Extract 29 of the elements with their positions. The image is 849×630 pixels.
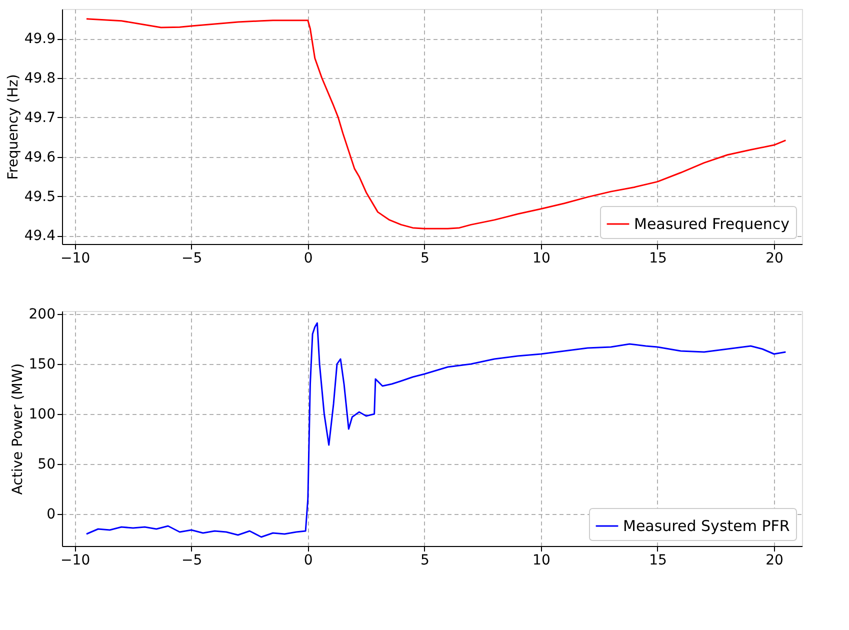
y-tick-label: 50 [38, 456, 56, 472]
x-tick-label: 5 [420, 552, 430, 568]
x-tick-label: 15 [649, 552, 667, 568]
x-tick-label: 20 [766, 250, 784, 266]
x-tick-label: 0 [304, 250, 313, 266]
y-tick-label: 49.7 [24, 110, 56, 126]
x-tick-label: 10 [532, 250, 550, 266]
x-tick-label: 20 [766, 552, 784, 568]
y-axis-title: Active Power (MW) [10, 363, 26, 495]
legend-label: Measured Frequency [634, 215, 790, 233]
y-tick-label: 49.8 [24, 70, 56, 86]
y-tick-label: 0 [46, 506, 56, 522]
y-tick-label: 49.6 [24, 149, 56, 166]
y-tick-label: 49.4 [24, 228, 56, 244]
y-tick-label: 100 [28, 406, 56, 422]
x-tick-label: 15 [649, 250, 667, 266]
x-tick-label: −5 [182, 552, 202, 568]
legend-label: Measured System PFR [623, 517, 790, 535]
x-tick-label: 10 [532, 552, 550, 568]
y-tick-label: 49.5 [24, 188, 56, 205]
y-tick-label: 150 [28, 356, 56, 372]
y-tick-label: 200 [28, 306, 56, 322]
y-axis-title: Frequency (Hz) [5, 74, 22, 180]
x-tick-label: −10 [60, 552, 90, 568]
x-tick-label: 0 [304, 552, 313, 568]
x-tick-label: 5 [420, 250, 430, 266]
y-tick-label: 49.9 [24, 31, 56, 48]
x-tick-label: −10 [60, 250, 90, 266]
x-tick-label: −5 [182, 250, 202, 266]
